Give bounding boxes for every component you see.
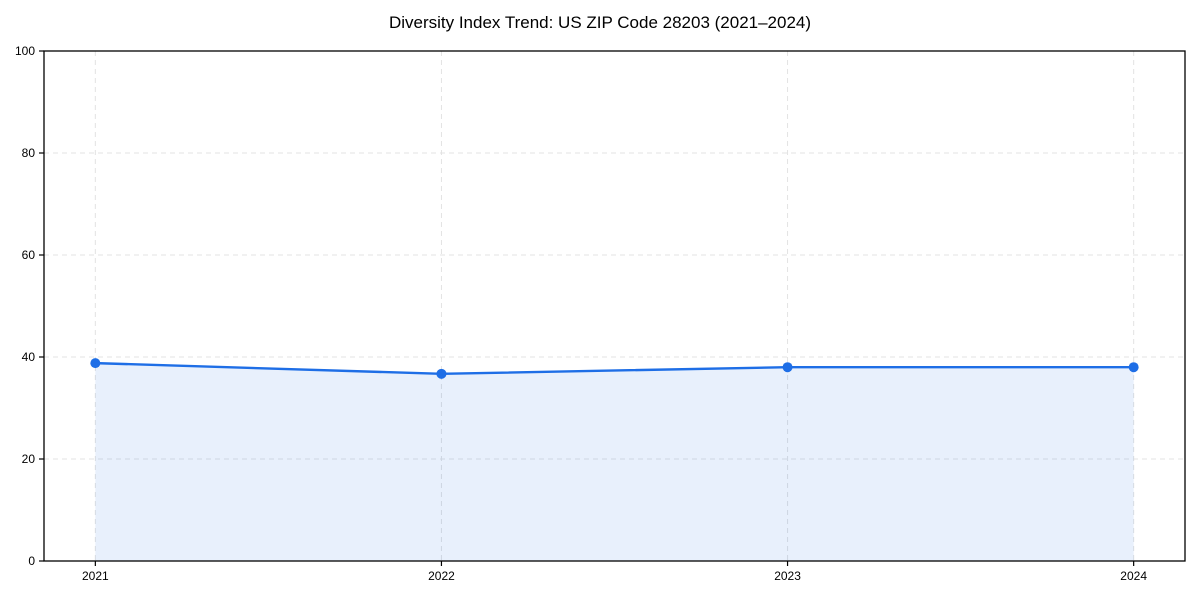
x-axis-tick-label: 2022	[428, 569, 455, 583]
x-axis-tick-label: 2021	[82, 569, 109, 583]
trend-line	[94, 361, 1135, 376]
area-fill	[95, 363, 1134, 561]
x-axis-tick-label: 2023	[774, 569, 801, 583]
y-axis-tick-label: 60	[22, 248, 36, 262]
data-point-2022	[436, 368, 447, 379]
y-axis-tick-label: 40	[22, 350, 36, 364]
y-axis-tick-label: 100	[15, 44, 35, 58]
data-point-2021	[90, 358, 101, 369]
y-axis-tick-label: 0	[28, 554, 35, 568]
y-axis-tick-label: 20	[22, 452, 36, 466]
data-point-2024	[1128, 362, 1139, 373]
x-axis-tick-label: 2024	[1120, 569, 1147, 583]
data-point-2023	[782, 362, 793, 373]
chart-title: Diversity Index Trend: US ZIP Code 28203…	[388, 13, 812, 32]
plot-border	[43, 50, 1186, 562]
y-axis-tick-label: 80	[22, 146, 36, 160]
